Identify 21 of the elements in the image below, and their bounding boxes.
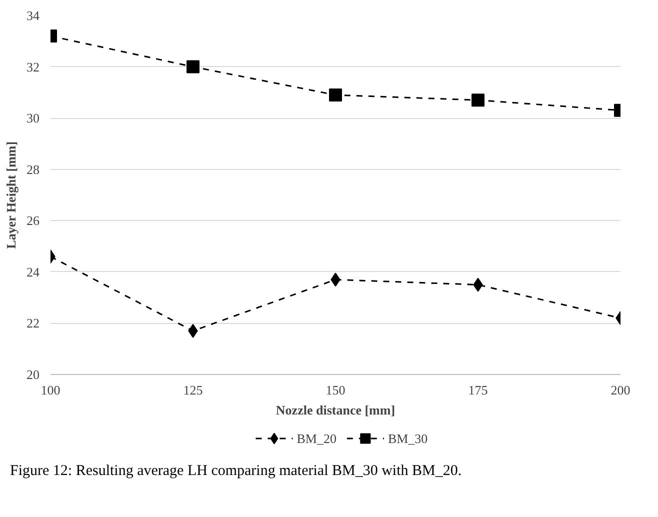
- point: [186, 60, 200, 74]
- y-tick-label: 34: [26, 8, 40, 23]
- x-tick-label: 175: [468, 382, 488, 398]
- y-tick-label: 22: [26, 316, 40, 331]
- legend-label: BM_20: [296, 431, 336, 446]
- caption: Figure 12: Resulting average LH comparing material BM_30 with BM_20.: [10, 462, 462, 481]
- x-tick-label: 100: [40, 382, 60, 398]
- x-tick-label: 125: [183, 382, 203, 398]
- y-tick-label: 26: [26, 213, 40, 228]
- y-tick-label: 24: [26, 264, 40, 280]
- y-tick-label: 28: [26, 162, 40, 177]
- x-tick-label: 150: [326, 382, 346, 398]
- y-tick-label: 32: [26, 59, 40, 74]
- x-axis-title: Nozzle distance [mm]: [276, 402, 396, 418]
- y-tick-label: 20: [26, 367, 40, 382]
- point: [472, 94, 484, 107]
- y-axis-title: Layer Height [mm]: [4, 141, 18, 249]
- y-tick-label: 30: [26, 110, 40, 126]
- x-tick-label: 200: [610, 382, 630, 398]
- point: [329, 88, 342, 102]
- legend-label: BM_30: [388, 431, 428, 446]
